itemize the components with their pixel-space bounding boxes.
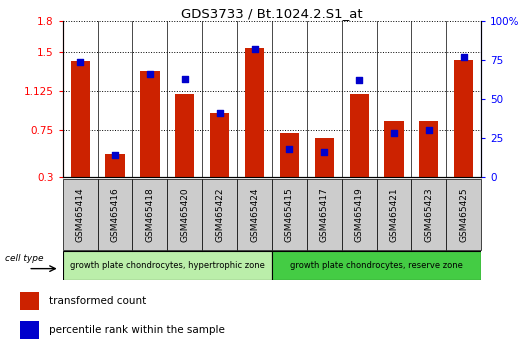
Bar — [63, 179, 98, 250]
Text: GSM465424: GSM465424 — [250, 187, 259, 242]
Bar — [71, 61, 90, 177]
Point — [215, 110, 224, 116]
Point — [320, 149, 328, 155]
Bar — [377, 179, 412, 250]
Bar — [237, 179, 272, 250]
Point — [390, 131, 398, 136]
Bar — [98, 179, 132, 250]
Text: GSM465420: GSM465420 — [180, 187, 189, 242]
Bar — [175, 94, 195, 177]
Point — [460, 54, 468, 60]
Title: GDS3733 / Bt.1024.2.S1_at: GDS3733 / Bt.1024.2.S1_at — [181, 7, 363, 20]
Bar — [202, 179, 237, 250]
Text: growth plate chondrocytes, reserve zone: growth plate chondrocytes, reserve zone — [290, 261, 463, 270]
Point — [355, 78, 363, 83]
Point — [285, 146, 293, 152]
Text: GSM465415: GSM465415 — [285, 187, 294, 242]
Text: GSM465421: GSM465421 — [390, 187, 399, 242]
Bar — [167, 179, 202, 250]
Bar — [280, 133, 299, 177]
Bar — [315, 138, 334, 177]
Point — [425, 127, 433, 133]
Text: percentile rank within the sample: percentile rank within the sample — [49, 325, 224, 335]
Bar — [412, 179, 446, 250]
Bar — [63, 251, 272, 280]
Text: GSM465416: GSM465416 — [110, 187, 120, 242]
Text: GSM465422: GSM465422 — [215, 187, 224, 242]
Point — [146, 72, 154, 77]
Text: growth plate chondrocytes, hypertrophic zone: growth plate chondrocytes, hypertrophic … — [70, 261, 265, 270]
Bar — [210, 113, 229, 177]
Text: GSM465417: GSM465417 — [320, 187, 329, 242]
Bar — [245, 48, 264, 177]
Bar — [446, 179, 481, 250]
Text: cell type: cell type — [5, 254, 43, 263]
Text: GSM465425: GSM465425 — [459, 187, 468, 242]
Text: transformed count: transformed count — [49, 296, 146, 306]
Bar — [272, 179, 307, 250]
Bar — [454, 60, 473, 177]
Point — [180, 76, 189, 82]
Point — [111, 152, 119, 158]
Bar — [132, 179, 167, 250]
Bar — [307, 179, 342, 250]
Bar — [20, 292, 39, 310]
Text: GSM465419: GSM465419 — [355, 187, 363, 242]
Text: GSM465423: GSM465423 — [424, 187, 434, 242]
Bar — [342, 179, 377, 250]
Bar — [419, 121, 438, 177]
Bar — [384, 121, 404, 177]
Text: GSM465418: GSM465418 — [145, 187, 154, 242]
Bar — [20, 321, 39, 339]
Point — [251, 46, 259, 52]
Bar — [272, 251, 481, 280]
Text: GSM465414: GSM465414 — [76, 187, 85, 242]
Bar — [140, 71, 160, 177]
Bar — [349, 94, 369, 177]
Point — [76, 59, 84, 64]
Bar — [106, 154, 124, 177]
